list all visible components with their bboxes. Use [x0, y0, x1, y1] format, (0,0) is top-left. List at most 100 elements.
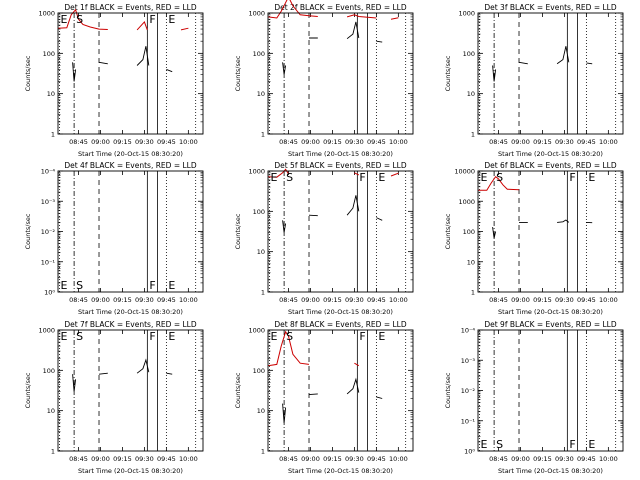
marker-label-e2: E — [588, 171, 595, 184]
x-tick-label: 09:30 — [555, 455, 574, 463]
x-axis-label: Start Time (20-Oct-15 08:30:20) — [78, 467, 183, 475]
panel-title: Det 7f BLACK = Events, RED = LLD — [64, 320, 197, 329]
y-tick-label: 1 — [261, 131, 265, 139]
x-tick-label: 09:30 — [135, 138, 154, 146]
lld-series-line — [267, 0, 399, 20]
x-tick-label: 09:15 — [533, 138, 552, 146]
plot-frame — [267, 329, 414, 452]
panel-title: Det 8f BLACK = Events, RED = LLD — [274, 320, 407, 329]
panel-det-5: Det 5f BLACK = Events, RED = LLD Start Ti… — [234, 161, 414, 316]
x-tick-label: 09:45 — [157, 455, 176, 463]
marker-label-s: S — [286, 330, 293, 343]
x-tick-label: 10:00 — [599, 296, 618, 304]
y-tick-label: 10 — [47, 407, 55, 415]
y-tick-label: 10 — [467, 258, 475, 266]
marker-label-f: F — [569, 438, 575, 451]
y-axis-label: Counts/sec — [24, 372, 32, 408]
x-tick-label: 09:15 — [113, 138, 132, 146]
y-tick-label: 100 — [43, 367, 55, 375]
x-tick-label: 09:45 — [367, 296, 386, 304]
y-tick-label: 10 — [257, 407, 265, 415]
y-tick-label: 100 — [253, 367, 265, 375]
x-axis-label: Start Time (20-Oct-15 08:30:20) — [288, 150, 393, 158]
y-axis-label: Counts/sec — [444, 55, 452, 91]
y-tick-label: 1000 — [248, 168, 265, 176]
marker-label-e2: E — [168, 330, 175, 343]
events-series-line — [72, 358, 173, 392]
x-tick-label: 09:30 — [555, 296, 574, 304]
y-axis-label: Counts/sec — [24, 213, 32, 249]
y-tick-label: 10 — [257, 90, 265, 98]
plot-frame — [267, 170, 414, 293]
y-tick-label: 1000 — [248, 327, 265, 335]
x-tick-label: 09:00 — [301, 138, 320, 146]
x-tick-label: 09:00 — [91, 455, 110, 463]
marker-label-s: S — [496, 171, 503, 184]
y-axis-label: Counts/sec — [234, 213, 242, 249]
marker-label-e1: E — [270, 171, 277, 184]
y-tick-label: 1000 — [458, 10, 475, 18]
x-tick-label: 10:00 — [599, 455, 618, 463]
x-tick-label: 09:15 — [113, 455, 132, 463]
events-series-line — [72, 46, 173, 82]
x-axis-label: Start Time (20-Oct-15 08:30:20) — [498, 467, 603, 475]
x-tick-label: 09:30 — [345, 455, 364, 463]
panel-det-4: Det 4f BLACK = Events, RED = LLD Start Ti… — [24, 161, 204, 316]
x-tick-label: 09:15 — [323, 296, 342, 304]
panel-title: Det 6f BLACK = Events, RED = LLD — [484, 161, 617, 170]
marker-label-e1: E — [60, 330, 67, 343]
plot-frame — [477, 12, 624, 135]
panel-det-3: Det 3f BLACK = Events, RED = LLD Start Ti… — [444, 3, 624, 158]
y-tick-label: 10⁰ — [44, 289, 55, 297]
y-tick-label: 10 — [47, 90, 55, 98]
marker-label-s: S — [496, 438, 503, 451]
y-tick-label: 10⁻³ — [461, 357, 476, 365]
x-tick-label: 10:00 — [389, 296, 408, 304]
marker-label-s: S — [76, 13, 83, 26]
marker-label-e2: E — [378, 171, 385, 184]
panel-title: Det 3f BLACK = Events, RED = LLD — [484, 3, 617, 12]
marker-label-s: S — [286, 171, 293, 184]
y-tick-label: 10⁻¹ — [461, 417, 476, 425]
x-tick-label: 09:15 — [323, 138, 342, 146]
x-tick-label: 09:45 — [157, 138, 176, 146]
lld-series-line — [57, 8, 189, 31]
panel-title: Det 2f BLACK = Events, RED = LLD — [274, 3, 407, 12]
x-tick-label: 08:45 — [69, 138, 88, 146]
x-tick-label: 09:00 — [511, 138, 530, 146]
marker-label-e2: E — [168, 13, 175, 26]
marker-label-e1: E — [60, 279, 67, 292]
plot-frame — [57, 12, 204, 135]
y-tick-label: 10 — [467, 90, 475, 98]
plot-frame — [267, 12, 414, 135]
events-series-line — [282, 377, 383, 423]
panel-title: Det 4f BLACK = Events, RED = LLD — [64, 161, 197, 170]
x-tick-label: 08:45 — [279, 296, 298, 304]
marker-label-e2: E — [168, 279, 175, 292]
x-tick-label: 09:30 — [135, 296, 154, 304]
y-tick-label: 100 — [43, 50, 55, 58]
y-axis-label: Counts/sec — [444, 213, 452, 249]
panel-det-9: Det 9f BLACK = Events, RED = LLD Start Ti… — [444, 320, 624, 475]
events-series-line — [492, 46, 593, 82]
x-tick-label: 10:00 — [179, 455, 198, 463]
plot-frame — [477, 329, 624, 452]
plot-frame — [477, 170, 624, 293]
panel-title: Det 9f BLACK = Events, RED = LLD — [484, 320, 617, 329]
y-tick-label: 1 — [471, 131, 475, 139]
x-tick-label: 09:45 — [157, 296, 176, 304]
y-tick-label: 1000 — [38, 327, 55, 335]
x-tick-label: 08:45 — [69, 455, 88, 463]
x-tick-label: 08:45 — [489, 296, 508, 304]
panel-det-1: Det 1f BLACK = Events, RED = LLD Start Ti… — [24, 3, 204, 158]
marker-label-e1: E — [270, 330, 277, 343]
x-tick-label: 09:15 — [533, 455, 552, 463]
x-axis-label: Start Time (20-Oct-15 08:30:20) — [498, 308, 603, 316]
panel-det-8: Det 8f BLACK = Events, RED = LLD Start Ti… — [234, 320, 414, 475]
events-series-line — [492, 219, 593, 239]
x-tick-label: 09:15 — [323, 455, 342, 463]
y-tick-label: 10⁻⁴ — [41, 168, 56, 176]
y-tick-label: 10⁻² — [461, 387, 476, 395]
y-tick-label: 1 — [261, 289, 265, 297]
